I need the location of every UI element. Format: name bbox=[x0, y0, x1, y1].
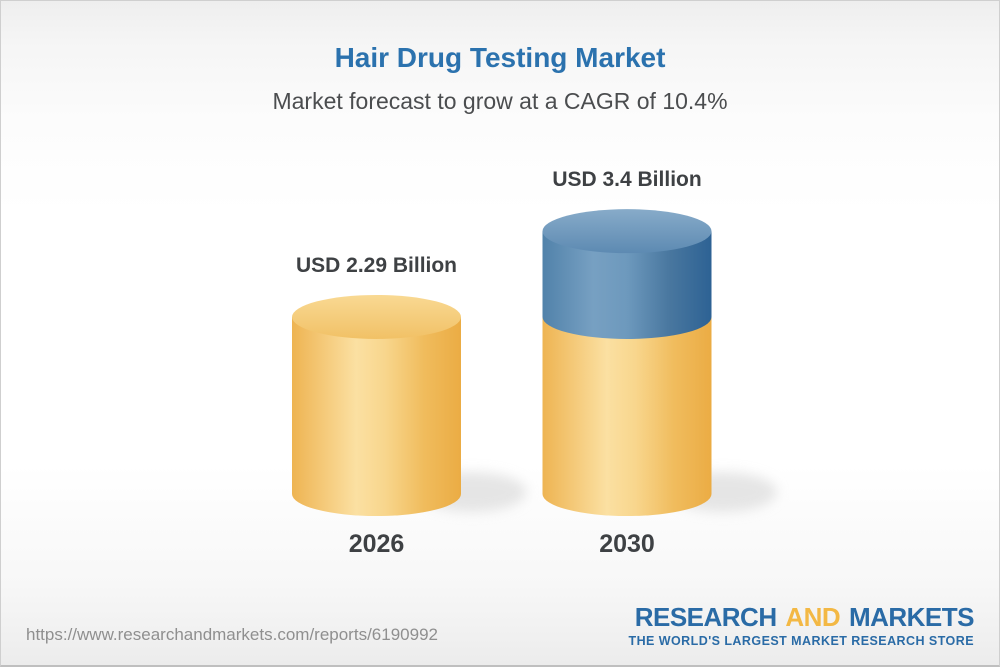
report-url: https://www.researchandmarkets.com/repor… bbox=[26, 625, 438, 644]
logo-tagline: THE WORLD'S LARGEST MARKET RESEARCH STOR… bbox=[628, 634, 974, 648]
value-label-1: USD 3.4 Billion bbox=[552, 168, 702, 192]
logo-word-markets: MARKETS bbox=[848, 602, 975, 632]
logo-word-and: AND bbox=[785, 602, 841, 632]
year-label-0: 2026 bbox=[348, 530, 405, 558]
research-and-markets-logo: RESEARCH AND MARKETS THE WORLD'S LARGEST… bbox=[628, 602, 974, 648]
logo-word-research: RESEARCH bbox=[634, 602, 777, 632]
logo-wordmark: RESEARCH AND MARKETS bbox=[628, 602, 975, 632]
page-subtitle: Market forecast to grow at a CAGR of 10.… bbox=[272, 88, 728, 114]
value-label-0: USD 2.29 Billion bbox=[295, 253, 458, 277]
page-title: Hair Drug Testing Market bbox=[334, 42, 666, 73]
year-label-1: 2030 bbox=[599, 530, 655, 558]
